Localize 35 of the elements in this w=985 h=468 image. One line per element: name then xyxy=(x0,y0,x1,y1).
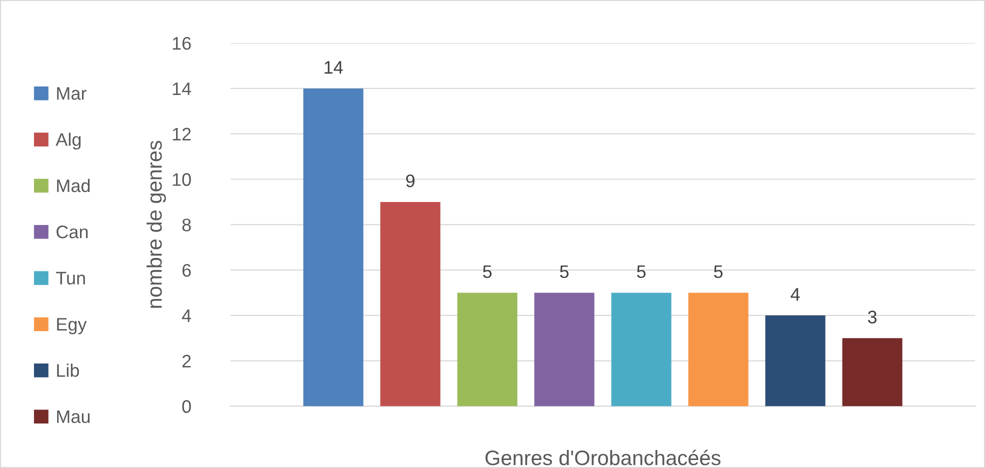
bar xyxy=(842,338,902,406)
y-tick-label: 2 xyxy=(182,354,191,368)
y-tick-label: 14 xyxy=(172,82,192,95)
data-label: 5 xyxy=(714,265,723,278)
legend-label: Can xyxy=(56,226,88,238)
y-tick-label: 16 xyxy=(172,36,191,50)
legend-label: Mar xyxy=(57,87,86,100)
y-tick-label: 8 xyxy=(182,218,191,232)
legend-label: Egy xyxy=(57,318,87,334)
data-label: 3 xyxy=(868,310,877,324)
bar xyxy=(611,292,672,406)
y-tick-label: 10 xyxy=(172,173,191,186)
bar xyxy=(303,88,364,406)
legend-label: Mad xyxy=(57,178,90,192)
bar xyxy=(380,202,440,406)
bar xyxy=(688,292,748,406)
y-tick-label: 0 xyxy=(182,400,191,413)
y-tick-label: 4 xyxy=(182,310,192,322)
bar xyxy=(457,292,518,406)
data-label: 4 xyxy=(790,288,800,301)
legend-label: Lib xyxy=(57,364,79,377)
data-label: 5 xyxy=(483,265,492,278)
y-tick-label: 12 xyxy=(172,128,191,140)
x-axis-title: Genres d'Orobanchacéés xyxy=(486,450,720,466)
data-label: 9 xyxy=(406,174,414,188)
bar xyxy=(765,315,826,406)
data-label: 5 xyxy=(560,265,569,278)
legend-label: Tun xyxy=(56,272,85,285)
legend-label: Alg xyxy=(56,132,81,150)
bar xyxy=(534,292,594,406)
legend-label: Mau xyxy=(57,410,90,424)
data-label: 14 xyxy=(324,61,343,74)
data-label: 5 xyxy=(637,265,646,278)
y-tick-label: 6 xyxy=(182,264,191,277)
y-axis-title: nombre de genres xyxy=(146,140,166,308)
